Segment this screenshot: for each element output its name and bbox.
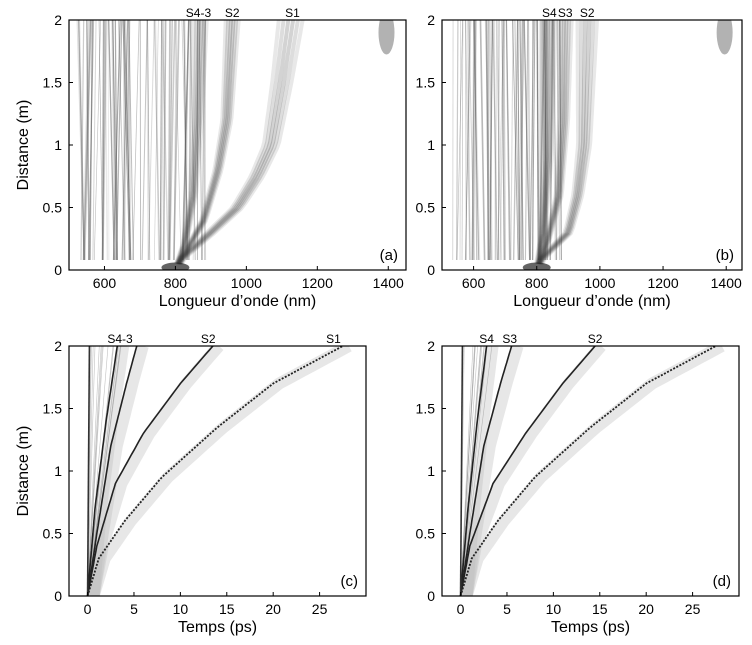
y-tick-label: 0.5 xyxy=(43,526,63,542)
streak xyxy=(108,20,109,260)
x-tick-label: 1200 xyxy=(647,275,678,291)
y-tick-label: 1.5 xyxy=(43,75,63,91)
peak-label: S1 xyxy=(326,332,341,346)
streak xyxy=(148,20,154,260)
plot-area xyxy=(77,11,394,273)
streak xyxy=(142,20,147,260)
x-axis-label: Temps (ps) xyxy=(178,619,257,636)
peak-label: S4-3 xyxy=(107,332,133,346)
y-tick-label: 0 xyxy=(427,262,435,278)
plot-area xyxy=(88,346,349,596)
streak xyxy=(462,20,463,260)
y-tick-label: 0 xyxy=(427,588,435,604)
streak xyxy=(103,20,104,260)
x-axis-label: Longueur d’onde (nm) xyxy=(159,293,316,310)
y-tick-label: 2 xyxy=(54,12,62,28)
peak-label: S1 xyxy=(285,6,300,20)
x-tick-label: 1400 xyxy=(373,275,404,291)
x-tick-label: 20 xyxy=(638,601,654,617)
x-axis-label: Longueur d’onde (nm) xyxy=(513,293,670,310)
streak xyxy=(494,20,495,260)
y-tick-label: 1 xyxy=(427,137,435,153)
streak xyxy=(480,20,484,260)
x-tick-label: 10 xyxy=(546,601,562,617)
x-tick-label: 0 xyxy=(457,601,465,617)
x-tick-label: 1200 xyxy=(302,275,333,291)
peak-label: S2 xyxy=(588,332,603,346)
y-tick-label: 1.5 xyxy=(43,401,63,417)
y-tick-label: 0.5 xyxy=(416,526,436,542)
y-tick-label: 1 xyxy=(54,137,62,153)
panel-c: 0 5 10 15 20 25 0 0.5 1 1.5 2 Temps (ps) Distance (m… xyxy=(15,332,366,636)
streak xyxy=(498,20,499,260)
x-tick-label: 10 xyxy=(173,601,189,617)
peak-label: S2 xyxy=(580,6,595,20)
x-tick-label: 15 xyxy=(592,601,608,617)
peak-label: S2 xyxy=(225,6,240,20)
y-tick-label: 0.5 xyxy=(416,200,436,216)
peak-label: S3 xyxy=(502,332,517,346)
x-tick-label: 800 xyxy=(525,275,549,291)
panel-label: (c) xyxy=(341,573,359,590)
streak xyxy=(133,20,139,260)
y-axis-label: Distance (m) xyxy=(15,100,32,191)
x-tick-label: 600 xyxy=(462,275,486,291)
x-axis-label: Temps (ps) xyxy=(551,619,630,636)
y-tick-label: 2 xyxy=(54,338,62,354)
x-tick-label: 15 xyxy=(219,601,235,617)
peak-label: S4 xyxy=(542,6,557,20)
peak-label: S3 xyxy=(558,6,573,20)
plot-area xyxy=(453,11,733,273)
blob xyxy=(378,11,394,55)
y-tick-label: 1.5 xyxy=(416,401,436,417)
trajectory-s1 xyxy=(461,346,716,596)
panel-label: (a) xyxy=(380,247,398,264)
x-tick-label: 600 xyxy=(93,275,117,291)
panel-b: 600 800 1000 1200 1400 0 0.5 1 1.5 2 Longueur d’on… xyxy=(416,6,742,310)
peak-label: S4-3 xyxy=(186,6,212,20)
x-tick-label: 20 xyxy=(265,601,281,617)
x-tick-label: 1000 xyxy=(584,275,615,291)
x-tick-label: 5 xyxy=(503,601,511,617)
panel-label: (b) xyxy=(716,247,734,264)
y-tick-label: 1.5 xyxy=(416,75,436,91)
blob xyxy=(717,11,733,55)
y-tick-label: 2 xyxy=(427,12,435,28)
y-tick-label: 1 xyxy=(54,463,62,479)
y-axis-label: Distance (m) xyxy=(15,426,32,517)
panel-label: (d) xyxy=(713,573,731,590)
peak-label: S2 xyxy=(201,332,216,346)
y-tick-label: 0 xyxy=(54,262,62,278)
x-tick-label: 0 xyxy=(84,601,92,617)
x-tick-label: 25 xyxy=(312,601,328,617)
y-tick-label: 1 xyxy=(427,463,435,479)
y-tick-label: 0 xyxy=(54,588,62,604)
y-tick-label: 0.5 xyxy=(43,200,63,216)
x-tick-label: 1400 xyxy=(711,275,742,291)
panel-d: 0 5 10 15 20 25 0 0.5 1 1.5 2 Temps (ps) S4 S3 S2 (d) xyxy=(416,332,739,636)
x-tick-label: 1000 xyxy=(231,275,262,291)
x-tick-label: 800 xyxy=(164,275,188,291)
x-tick-label: 25 xyxy=(685,601,701,617)
panel-a: 600 800 1000 1200 1400 0 0.5 1 1.5 2 Longueur d’on… xyxy=(15,6,406,310)
plot-area xyxy=(461,346,722,596)
streak xyxy=(475,20,477,260)
peak-label: S4 xyxy=(479,332,494,346)
streak xyxy=(511,20,513,260)
y-tick-label: 2 xyxy=(427,338,435,354)
x-tick-label: 5 xyxy=(130,601,138,617)
